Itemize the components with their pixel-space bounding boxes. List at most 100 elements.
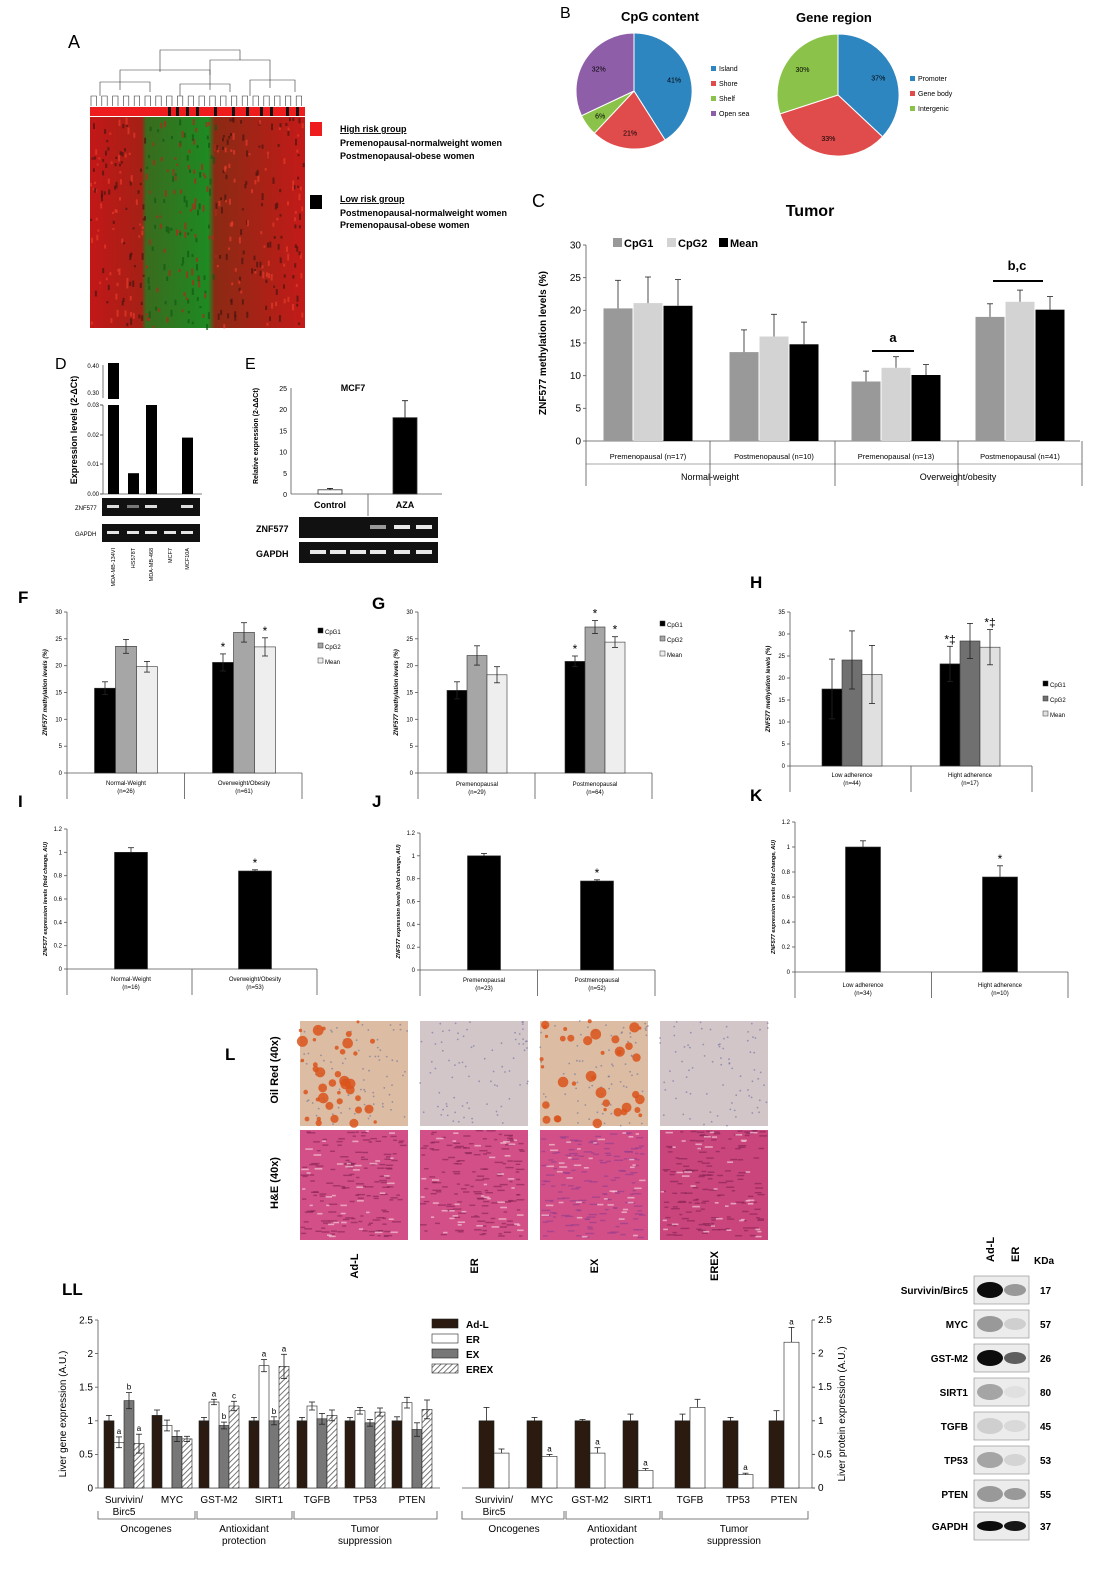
tissue-gap [313, 1154, 322, 1156]
gel-band [107, 505, 119, 508]
tissue-stroke [485, 1192, 493, 1194]
bar [181, 1438, 193, 1489]
nucleus [368, 1069, 370, 1072]
y-tick-label: 2 [818, 1349, 824, 1360]
tissue-stroke [338, 1138, 345, 1140]
lipid-droplet [355, 1095, 361, 1102]
nucleus [584, 1104, 587, 1106]
tissue-stroke [497, 1189, 505, 1192]
nucleus [718, 1045, 721, 1048]
he-tile [660, 1130, 768, 1240]
significance-mark: * [595, 866, 600, 880]
nucleus [501, 1065, 504, 1068]
tissue-gap [622, 1208, 629, 1211]
heatmap-cell [222, 146, 224, 150]
y-tick-label: 0.8 [407, 877, 416, 883]
significance-mark: a [547, 1444, 552, 1453]
heatmap-cell [129, 253, 132, 258]
tissue-gap [514, 1223, 520, 1225]
tissue-stroke [753, 1157, 760, 1159]
nucleus [622, 1026, 625, 1029]
heatmap-cell [292, 185, 294, 191]
gel-band [181, 505, 193, 508]
heatmap-cell [108, 189, 111, 195]
legend-label: Mean [730, 238, 758, 250]
x-tick-label: HS578T [131, 547, 137, 568]
tissue-stroke [420, 1203, 427, 1205]
tissue-stroke [441, 1171, 446, 1173]
tissue-gap [692, 1205, 700, 1208]
tissue-stroke [754, 1182, 762, 1185]
tissue-gap [715, 1217, 723, 1220]
bar [344, 1420, 356, 1489]
tissue-stroke [757, 1193, 765, 1196]
tissue-gap [704, 1135, 711, 1138]
heatmap-cell [273, 236, 276, 239]
heatmap-cell [253, 269, 256, 272]
heatmap-cell [139, 182, 142, 186]
nucleus [518, 1043, 520, 1045]
nucleus [576, 1044, 579, 1047]
nucleus [471, 1121, 474, 1124]
tissue-stroke [614, 1177, 620, 1179]
heatmap-cell [287, 253, 290, 261]
tissue-gap [593, 1142, 597, 1144]
heatmap-cell [122, 124, 125, 129]
x-tick-label: MDA-MB-134VI [111, 548, 117, 587]
nucleus [330, 1029, 332, 1032]
significance-mark: a [743, 1463, 748, 1472]
heatmap-cell [209, 178, 212, 185]
heatmap-cell [216, 265, 219, 268]
tissue-stroke [756, 1217, 760, 1219]
nucleus [344, 1057, 347, 1060]
heatmap-cell [199, 306, 202, 309]
tissue-stroke [680, 1192, 687, 1194]
tissue-stroke [711, 1222, 715, 1225]
tissue-stroke [609, 1133, 618, 1135]
tissue-stroke [753, 1201, 758, 1204]
y-tick-label: 0.6 [54, 897, 63, 903]
x-tick-label: GST-M2 [200, 1495, 238, 1506]
tissue-gap [441, 1209, 448, 1212]
tissue-stroke [757, 1218, 764, 1220]
heatmap-cell [195, 257, 198, 262]
heatmap-cell [192, 119, 195, 126]
heatmap-cell [179, 232, 182, 236]
gel-band [416, 525, 432, 529]
risk-segment [286, 107, 289, 116]
heatmap-cell [228, 163, 231, 168]
tissue-gap [660, 1190, 665, 1193]
nucleus [645, 1034, 648, 1037]
tissue-gap [336, 1163, 344, 1165]
tissue-stroke [481, 1205, 489, 1207]
lipid-droplet [616, 1049, 622, 1055]
tissue-stroke [599, 1213, 607, 1215]
tissue-stroke [498, 1235, 505, 1237]
tissue-stroke [373, 1197, 379, 1200]
nucleus [763, 1084, 765, 1087]
x-tick-label: Normal-Weight [111, 977, 151, 983]
nucleus [391, 1101, 394, 1103]
tissue-stroke [607, 1232, 616, 1234]
tissue-stroke [639, 1153, 645, 1155]
nucleus [605, 1024, 607, 1026]
tissue-stroke [330, 1233, 335, 1235]
tissue-gap [681, 1140, 686, 1142]
tissue-stroke [706, 1165, 713, 1167]
tissue-stroke [457, 1160, 465, 1162]
bar [1035, 309, 1065, 441]
tissue-stroke [322, 1144, 329, 1146]
heatmap-cell [100, 190, 103, 198]
nucleus [610, 1083, 613, 1086]
tissue-stroke [328, 1220, 338, 1222]
heatmap-cell [103, 191, 106, 195]
tissue-stroke [667, 1224, 675, 1226]
y-axis-label: Expression levels (2-ΔCt) [69, 376, 79, 485]
heatmap-cell [277, 144, 280, 147]
x-tick-label: Control [314, 500, 346, 510]
heatmap-cell [231, 222, 234, 226]
tissue-stroke [518, 1149, 524, 1151]
nucleus [603, 1122, 606, 1125]
tissue-gap [420, 1196, 425, 1198]
nucleus [441, 1049, 444, 1052]
